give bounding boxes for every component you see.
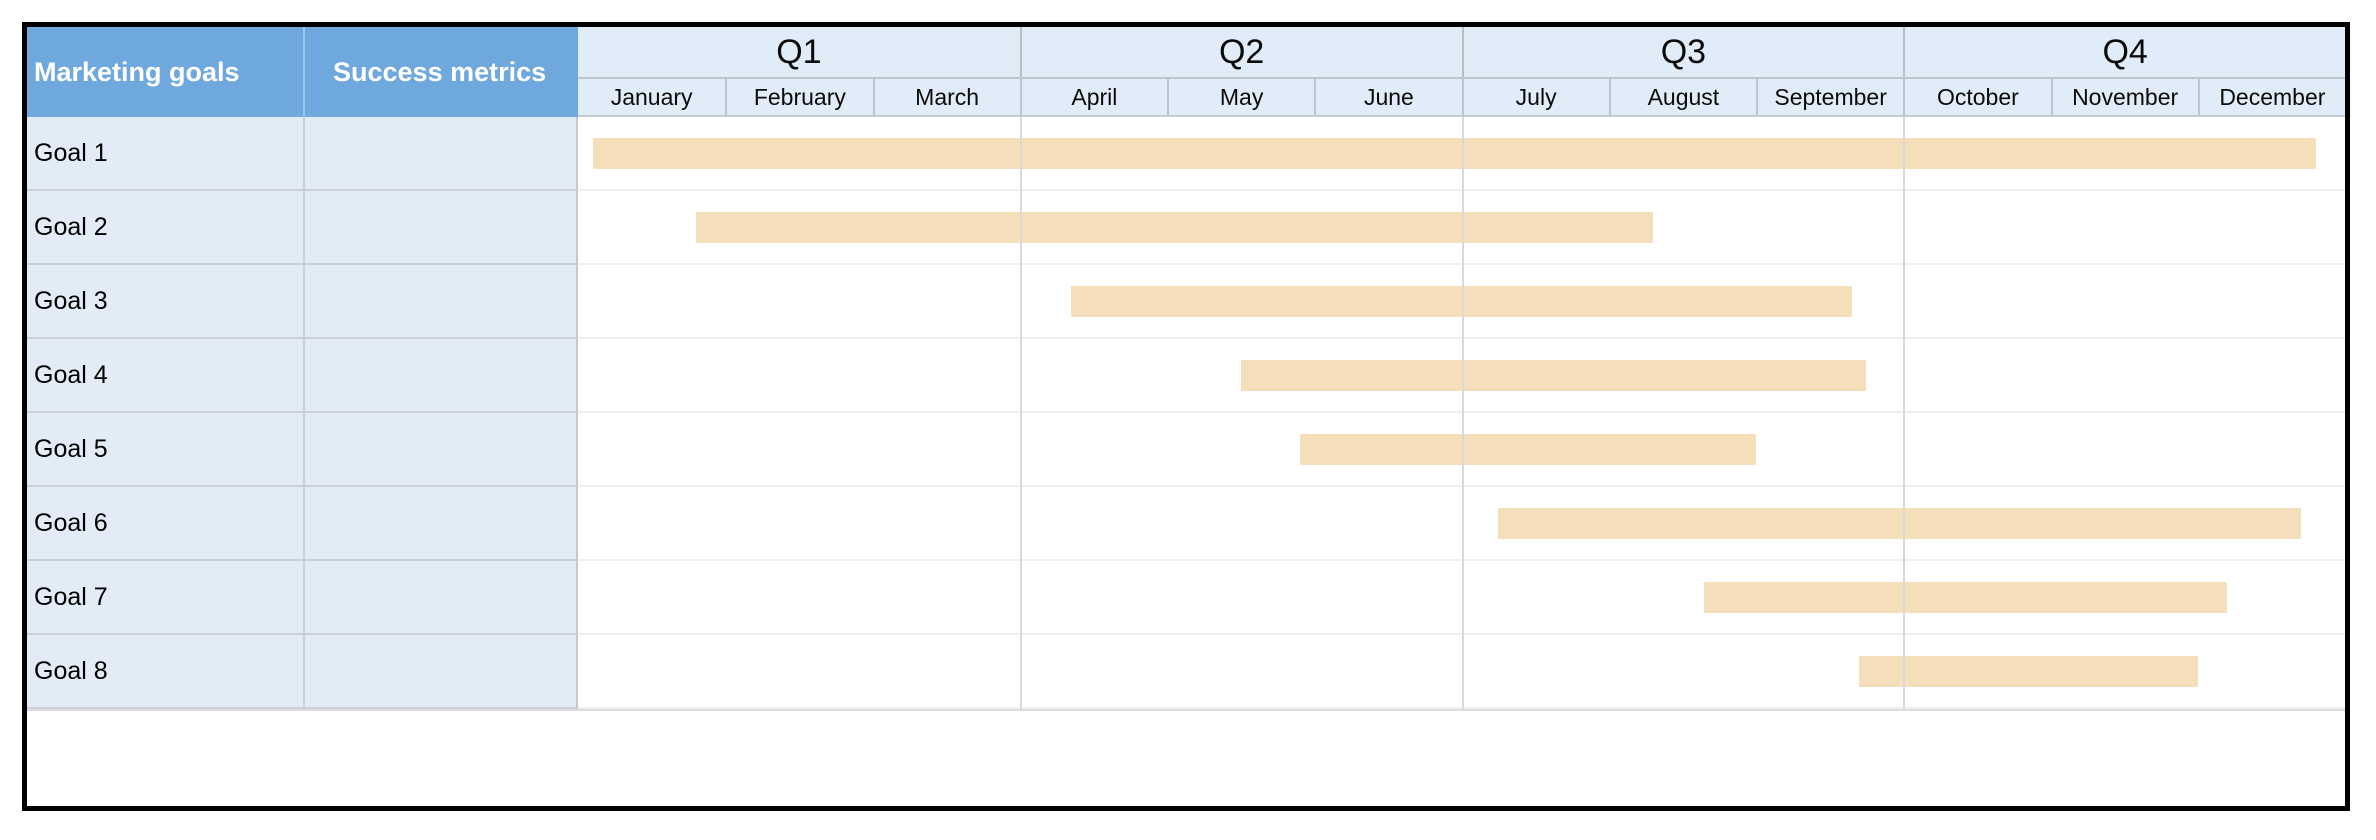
quarter-gridline	[1461, 117, 1464, 709]
goal-name-label: Goal 7	[34, 582, 108, 611]
table-row: Goal 3	[27, 265, 2345, 339]
quarter-gridline	[1903, 117, 1906, 709]
success-metrics-header-label: Success metrics	[333, 56, 547, 87]
marketing-gantt-table: Marketing goals Success metrics Q1 Q2 Q3 Q4…	[22, 22, 2350, 811]
goal-name-label: Goal 4	[34, 360, 108, 389]
quarter-gridline	[1019, 117, 1022, 709]
gantt-bar[interactable]	[1071, 286, 1852, 317]
goal-name-label: Goal 1	[34, 138, 108, 167]
success-metrics-cell[interactable]	[303, 561, 578, 635]
month-header-cell-october[interactable]: October	[1903, 79, 2050, 115]
timeline-header: Q1 Q2 Q3 Q4 January February March April May Jun…	[578, 27, 2345, 117]
goal-name-label: Goal 8	[34, 656, 108, 685]
success-metrics-cell[interactable]	[303, 413, 578, 487]
month-header-cell-september[interactable]: September	[1756, 79, 1903, 115]
month-header-cell-november[interactable]: November	[2050, 79, 2198, 115]
table-inner: Marketing goals Success metrics Q1 Q2 Q3 Q4…	[27, 27, 2345, 806]
success-metrics-cell[interactable]	[303, 487, 578, 561]
gantt-bar[interactable]	[1704, 582, 2228, 613]
month-header-cell-april[interactable]: April	[1019, 79, 1167, 115]
gantt-bar[interactable]	[1299, 434, 1756, 465]
goal-name-cell[interactable]: Goal 8	[27, 635, 303, 709]
success-metrics-header-cell[interactable]: Success metrics	[303, 27, 578, 117]
quarter-header-cell-q2[interactable]: Q2	[1019, 27, 1462, 77]
month-header-cell-august[interactable]: August	[1608, 79, 1756, 115]
table-row: Goal 4	[27, 339, 2345, 413]
success-metrics-cell[interactable]	[303, 339, 578, 413]
month-header-cell-march[interactable]: March	[872, 79, 1020, 115]
gantt-bar[interactable]	[695, 212, 1653, 243]
table-row: Goal 7	[27, 561, 2345, 635]
table-row: Goal 1	[27, 117, 2345, 191]
goal-name-cell[interactable]: Goal 6	[27, 487, 303, 561]
table-header-left: Marketing goals Success metrics	[27, 27, 578, 117]
success-metrics-cell[interactable]	[303, 117, 578, 191]
goal-name-cell[interactable]: Goal 7	[27, 561, 303, 635]
success-metrics-cell[interactable]	[303, 265, 578, 339]
table-row: Goal 5	[27, 413, 2345, 487]
goal-name-cell[interactable]: Goal 3	[27, 265, 303, 339]
month-header-cell-june[interactable]: June	[1314, 79, 1461, 115]
month-header-cell-may[interactable]: May	[1167, 79, 1314, 115]
goal-name-label: Goal 3	[34, 286, 108, 315]
quarter-header-cell-q3[interactable]: Q3	[1461, 27, 1904, 77]
marketing-goals-header-label: Marketing goals	[34, 56, 240, 87]
goal-name-cell[interactable]: Goal 2	[27, 191, 303, 265]
goal-name-cell[interactable]: Goal 5	[27, 413, 303, 487]
month-header-cell-february[interactable]: February	[725, 79, 872, 115]
success-metrics-cell[interactable]	[303, 191, 578, 265]
goal-name-label: Goal 5	[34, 434, 108, 463]
success-metrics-cell[interactable]	[303, 635, 578, 709]
gantt-bar[interactable]	[592, 138, 2316, 169]
table-row: Goal 8	[27, 635, 2345, 709]
gantt-bar[interactable]	[1240, 360, 1867, 391]
quarter-header-cell-q4[interactable]: Q4	[1903, 27, 2345, 77]
table-row: Goal 2	[27, 191, 2345, 265]
quarter-header-cell-q1[interactable]: Q1	[776, 32, 822, 71]
month-header-cell-july[interactable]: July	[1461, 79, 1609, 115]
month-header-cell-december[interactable]: December	[2197, 79, 2345, 115]
empty-bottom-row[interactable]	[27, 709, 2345, 806]
goal-name-label: Goal 6	[34, 508, 108, 537]
marketing-goals-header-cell[interactable]: Marketing goals	[27, 27, 303, 117]
table-row: Goal 6	[27, 487, 2345, 561]
quarter-header-row: Q1 Q2 Q3 Q4	[578, 27, 2345, 79]
month-header-cell-january[interactable]: January	[610, 83, 693, 110]
gantt-body: Goal 1 Goal 2 Goal 3 Goal 4 Goal 5 Goal 6 Goal…	[27, 117, 2345, 709]
gantt-bar[interactable]	[1859, 656, 2198, 687]
goal-name-cell[interactable]: Goal 4	[27, 339, 303, 413]
goal-name-cell[interactable]: Goal 1	[27, 117, 303, 191]
goal-name-label: Goal 2	[34, 212, 108, 241]
gantt-bar[interactable]	[1498, 508, 2301, 539]
month-header-row: January February March April May June July Augu…	[578, 79, 2345, 115]
